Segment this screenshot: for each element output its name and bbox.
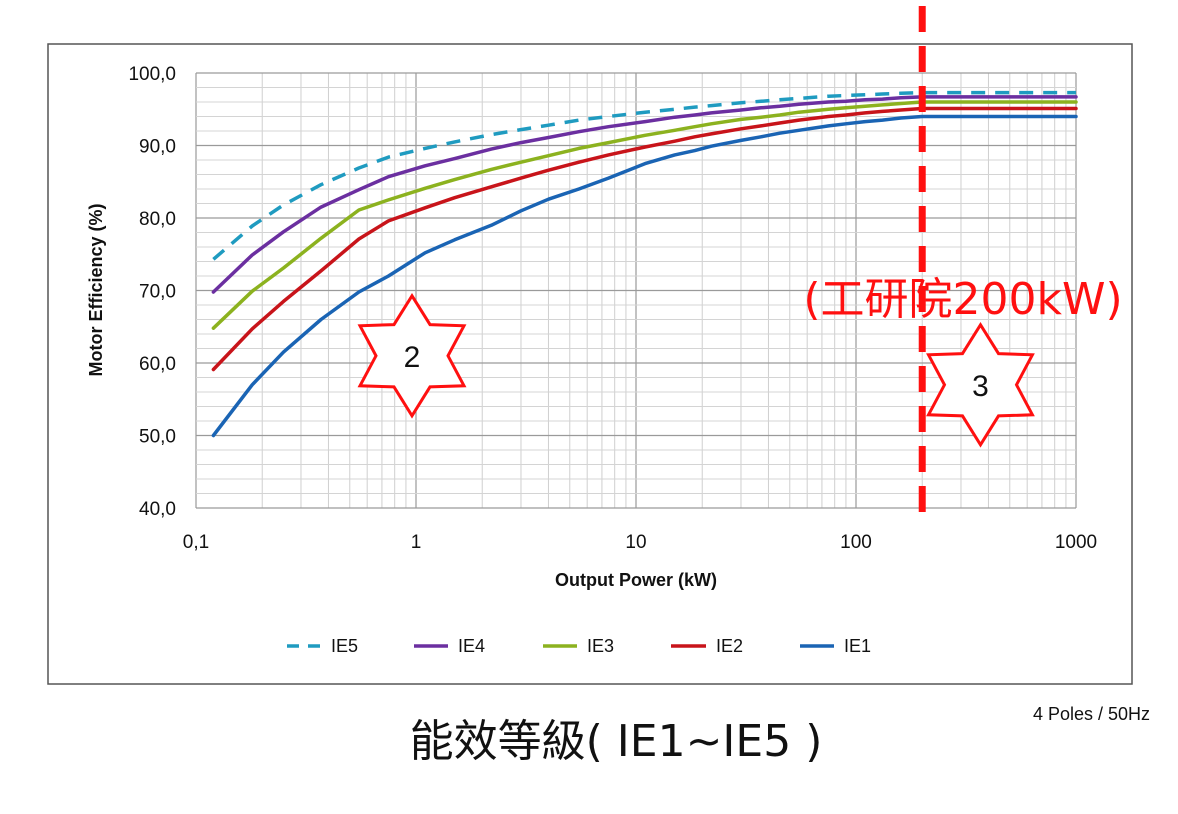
series-lines (211, 90, 1078, 438)
x-axis-label: Output Power (kW) (555, 570, 717, 590)
y-axis-label: Motor Efficiency (%) (86, 203, 106, 376)
legend: IE5 IE4 IE3 IE2 IE1 (287, 636, 871, 656)
annotation-2-label: 2 (404, 341, 421, 374)
tick-labels: 0,1 1 10 100 1000 40,0 50,0 60,0 70,0 80,0 90,0 100… (128, 64, 1097, 553)
x-tick-label: 10 (625, 532, 646, 553)
series-ie4 (211, 95, 1078, 294)
x-tick-label: 1000 (1055, 532, 1097, 553)
y-tick-label: 90,0 (139, 137, 176, 158)
y-tick-label: 60,0 (139, 354, 176, 375)
grid (195, 72, 1077, 509)
legend-label-ie1: IE1 (844, 636, 871, 656)
legend-label-ie4: IE4 (458, 636, 485, 656)
marker-200kw-label: (工研院200kW) (803, 274, 1122, 325)
annotation-2-star (357, 292, 467, 419)
annotations: (工研院200kW) 2 3 (357, 6, 1123, 512)
y-tick-label: 70,0 (139, 282, 176, 303)
series-ie3 (211, 100, 1078, 330)
legend-label-ie2: IE2 (716, 636, 743, 656)
caption-title: 能效等級( IE1~IE5 ) (410, 716, 823, 767)
y-tick-label: 50,0 (139, 427, 176, 448)
x-tick-label: 100 (840, 532, 872, 553)
annotation-3-label: 3 (972, 370, 989, 403)
series-ie1 (211, 114, 1078, 438)
x-tick-label: 0,1 (183, 532, 209, 553)
series-ie5 (212, 90, 1076, 261)
y-tick-label: 40,0 (139, 499, 176, 520)
legend-label-ie3: IE3 (587, 636, 614, 656)
poles-note: 4 Poles / 50Hz (1033, 704, 1150, 724)
y-tick-label: 80,0 (139, 209, 176, 230)
y-tick-label: 100,0 (128, 64, 176, 85)
legend-label-ie5: IE5 (331, 636, 358, 656)
series-ie2 (211, 106, 1078, 372)
annotation-3-star (926, 321, 1035, 448)
x-tick-label: 1 (411, 532, 422, 553)
